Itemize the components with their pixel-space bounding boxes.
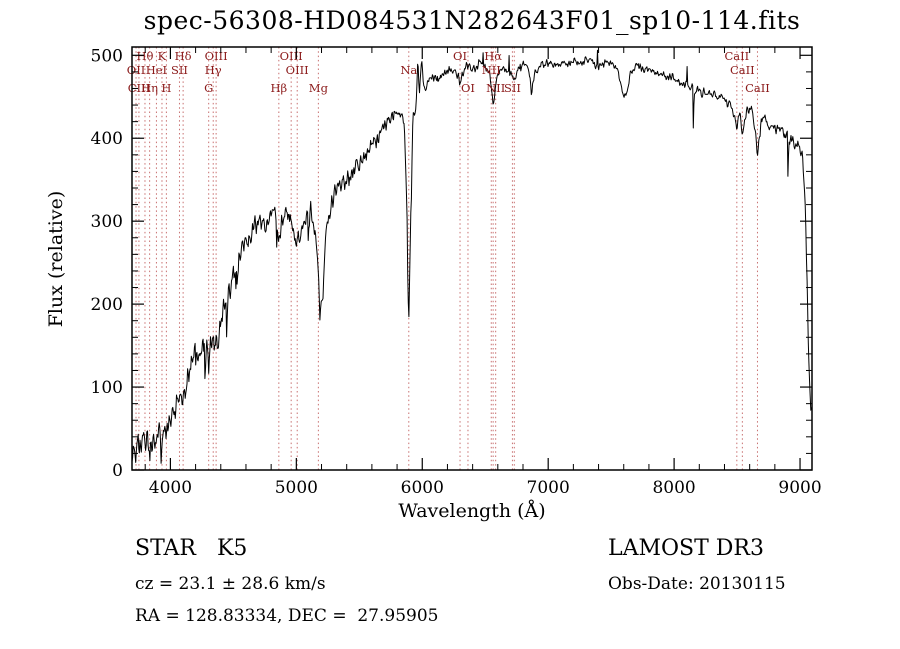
svg-text:NII: NII — [482, 63, 501, 77]
svg-text:OIII: OIII — [280, 49, 303, 63]
svg-text:OII: OII — [127, 63, 146, 77]
svg-text:OIII: OIII — [205, 49, 228, 63]
svg-text:CaII: CaII — [745, 81, 770, 95]
svg-text:7000: 7000 — [527, 478, 570, 498]
svg-text:4000: 4000 — [149, 478, 192, 498]
svg-text:HeI: HeI — [146, 63, 167, 77]
svg-text:Hγ: Hγ — [205, 63, 222, 77]
svg-text:Hα: Hα — [484, 49, 502, 63]
survey-label: LAMOST DR3 — [608, 536, 764, 561]
svg-text:OIII: OIII — [286, 63, 309, 77]
svg-text:K: K — [158, 49, 167, 63]
x-axis-ticks: 4000 5000 6000 7000 8000 9000 — [144, 47, 822, 498]
svg-text:H: H — [161, 81, 171, 95]
svg-text:300: 300 — [91, 212, 123, 232]
svg-text:CaII: CaII — [730, 63, 755, 77]
svg-text:Mg: Mg — [309, 81, 329, 95]
svg-text:200: 200 — [91, 295, 123, 315]
svg-text:CIII: CIII — [128, 81, 150, 95]
y-axis-ticks: 0 100 200 300 400 500 — [91, 46, 812, 481]
svg-text:Hδ: Hδ — [175, 49, 192, 63]
svg-text:SII: SII — [504, 81, 521, 95]
svg-text:CaII: CaII — [724, 49, 749, 63]
plot-frame — [131, 46, 813, 471]
x-axis-label: Wavelength (Å) — [398, 500, 545, 522]
svg-text:Na: Na — [400, 63, 417, 77]
svg-text:5000: 5000 — [275, 478, 318, 498]
axis-titles: Wavelength (Å) Flux (relative) — [45, 191, 546, 522]
svg-text:100: 100 — [91, 378, 123, 398]
svg-text:500: 500 — [91, 46, 123, 66]
marker-lines — [135, 47, 758, 470]
svg-text:6000: 6000 — [401, 478, 444, 498]
svg-text:400: 400 — [91, 129, 123, 149]
svg-text:SII: SII — [171, 63, 188, 77]
ra-dec-value: RA = 128.83334, DEC = 27.95905 — [135, 606, 439, 626]
svg-text:0: 0 — [112, 461, 123, 481]
obs-date-value: Obs-Date: 20130115 — [608, 574, 786, 594]
object-class-label: STAR K5 — [135, 536, 248, 561]
spectrum-line — [132, 49, 812, 464]
svg-text:9000: 9000 — [778, 478, 821, 498]
svg-text:OI: OI — [461, 81, 475, 95]
svg-text:8000: 8000 — [652, 478, 695, 498]
cz-value: cz = 23.1 ± 28.6 km/s — [135, 574, 326, 594]
svg-text:Hη: Hη — [141, 81, 158, 95]
y-axis-label: Flux (relative) — [45, 191, 67, 328]
svg-text:OI: OI — [453, 49, 467, 63]
svg-text:G: G — [204, 81, 213, 95]
svg-text:Hθ: Hθ — [136, 49, 153, 63]
svg-text:NII: NII — [486, 81, 505, 95]
svg-text:Hβ: Hβ — [270, 81, 287, 95]
plot-title: spec-56308-HD084531N282643F01_sp10-114.f… — [143, 6, 801, 35]
spectrum-chart: OIICIIIHθHηHeIKHSIIHδGHγOIIIHβOIIIOIIIMg… — [45, 46, 822, 522]
